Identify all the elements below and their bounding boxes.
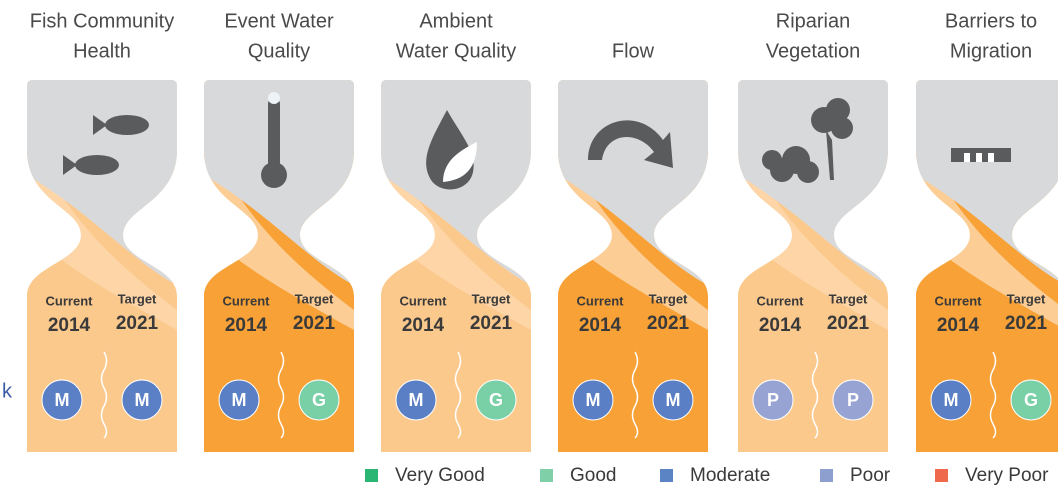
current-label: Current — [400, 293, 448, 308]
legend-swatch — [820, 469, 833, 482]
panel-title: Event Water — [224, 10, 334, 32]
current-year: 2014 — [402, 315, 445, 336]
icon — [268, 98, 280, 168]
rating-letter: M — [55, 390, 70, 410]
legend-label: Moderate — [690, 465, 770, 486]
target-year: 2021 — [470, 313, 513, 334]
target-year: 2021 — [827, 313, 870, 334]
icon — [964, 153, 970, 162]
icon — [762, 150, 782, 170]
rating-letter: M — [409, 390, 424, 410]
target-year: 2021 — [647, 313, 690, 334]
target-label: Target — [472, 291, 511, 306]
panel-title: Health — [73, 40, 131, 62]
current-year: 2014 — [48, 315, 91, 336]
icon — [75, 155, 119, 175]
legend-label: Very Poor — [965, 465, 1049, 486]
rating-letter: G — [1024, 390, 1038, 410]
legend-swatch — [660, 469, 673, 482]
icon-group — [951, 148, 1011, 162]
rating-letter: M — [586, 390, 601, 410]
icon — [831, 117, 853, 139]
panel-title: Quality — [248, 40, 310, 62]
target-label: Target — [649, 291, 688, 306]
target-year: 2021 — [1005, 313, 1048, 334]
icon — [988, 153, 994, 162]
rating-letter: M — [135, 390, 150, 410]
panel-title: Riparian — [776, 10, 850, 32]
rating-letter: P — [767, 390, 779, 410]
current-year: 2014 — [225, 315, 268, 336]
target-year: 2021 — [293, 313, 336, 334]
current-label: Current — [46, 293, 94, 308]
legend-label: Poor — [850, 465, 891, 486]
legend-swatch — [365, 469, 378, 482]
legend-label: Very Good — [395, 465, 485, 486]
edge-text: k — [2, 380, 13, 402]
legend-swatch — [540, 469, 553, 482]
current-label: Current — [935, 293, 983, 308]
legend-swatch — [935, 469, 948, 482]
infographic: k Fish Community Health Current Target 2014 2… — [0, 0, 1058, 491]
target-year: 2021 — [116, 313, 159, 334]
icon — [976, 153, 982, 162]
rating-letter: M — [666, 390, 681, 410]
rating-letter: G — [312, 390, 326, 410]
rating-letter: G — [489, 390, 503, 410]
icon — [261, 162, 287, 188]
current-year: 2014 — [937, 315, 980, 336]
panel-title: Ambient — [419, 10, 493, 32]
rating-letter: M — [232, 390, 247, 410]
target-label: Target — [829, 291, 868, 306]
panel-title: Fish Community — [30, 10, 174, 32]
panel-title: Water Quality — [396, 40, 516, 62]
current-year: 2014 — [759, 315, 802, 336]
icon — [268, 92, 280, 104]
current-label: Current — [757, 293, 805, 308]
rating-letter: P — [847, 390, 859, 410]
panel-title: Flow — [612, 40, 655, 62]
panel-title: Barriers to — [945, 10, 1037, 32]
legend-label: Good — [570, 465, 616, 486]
current-label: Current — [223, 293, 271, 308]
current-year: 2014 — [579, 315, 622, 336]
current-label: Current — [577, 293, 625, 308]
panel-title: Vegetation — [766, 40, 861, 62]
target-label: Target — [1007, 291, 1046, 306]
rating-letter: M — [944, 390, 959, 410]
icon — [797, 161, 819, 183]
icon — [105, 115, 149, 135]
target-label: Target — [118, 291, 157, 306]
target-label: Target — [295, 291, 334, 306]
panel-title: Migration — [950, 40, 1032, 62]
